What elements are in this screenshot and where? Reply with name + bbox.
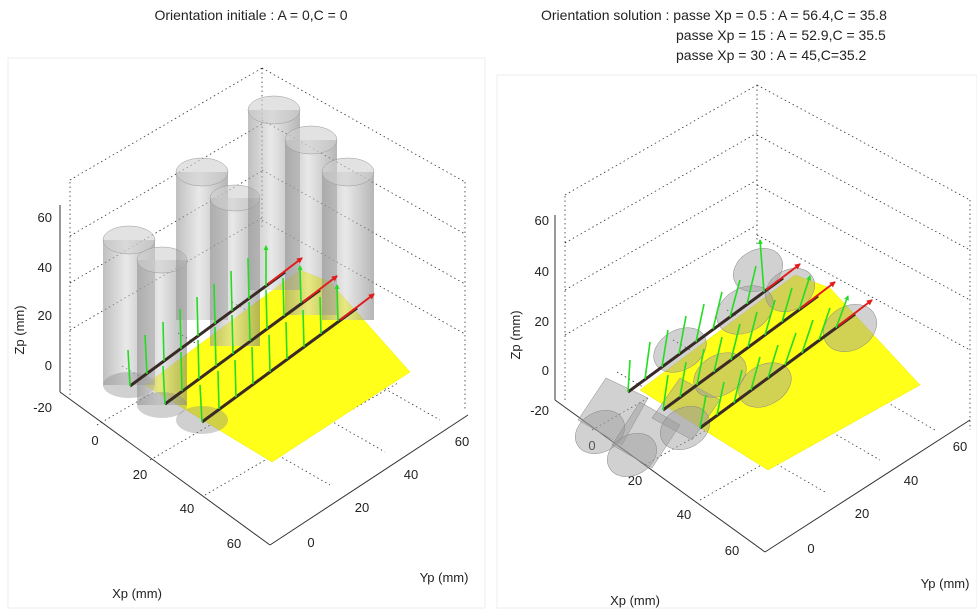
panel-1-axes (59, 205, 469, 546)
z-tick-label: 20 (535, 314, 549, 329)
y-tick-label: 40 (404, 467, 418, 482)
tool-cylinder (136, 246, 188, 405)
y-tick-label: 40 (904, 473, 918, 488)
y-tick-label: 20 (355, 500, 369, 515)
panel-1-toolpaths (127, 246, 375, 424)
x-tick-label: 0 (588, 438, 595, 453)
y-tick-label: 0 (807, 541, 814, 556)
panel-2-z-ticks: 60 40 20 0 -20 (530, 213, 549, 418)
tool-cylinder (575, 377, 649, 454)
y-tick-label: 60 (953, 439, 967, 454)
x-tick-label: 60 (725, 543, 739, 558)
z-tick-label: 40 (38, 260, 52, 275)
panel-2-toolpaths (627, 240, 873, 430)
panel-2-axes (554, 215, 971, 553)
z-tick-label: 60 (535, 213, 549, 228)
z-tick-label: 20 (38, 308, 52, 323)
x-tick-label: 20 (628, 473, 642, 488)
z-tick-label: 0 (542, 363, 549, 378)
toolpath-pass (162, 266, 338, 406)
z-tick-label: 60 (38, 210, 52, 225)
panel-1-z-ticks: 60 40 20 0 -20 (33, 210, 52, 415)
panel-1-x-ticks: 0 20 40 60 (91, 433, 241, 551)
z-tick-label: -20 (530, 403, 549, 418)
panel-2-x-ticks: 0 20 40 60 (588, 438, 739, 558)
panel-1-title: Orientation initiale : A = 0,C = 0 (154, 7, 347, 23)
panel-2-title-line-3: passe Xp = 30 : A = 45,C=35.2 (676, 47, 867, 63)
x-tick-label: 40 (677, 507, 691, 522)
panel-2-zlabel: Zp (mm) (508, 310, 523, 359)
toolpath-pass (699, 296, 873, 430)
tool-cylinder (651, 377, 721, 450)
z-tick-label: 0 (45, 358, 52, 373)
panel-2-xlabel: Xp (mm) (610, 593, 660, 608)
panel-2-chart: Orientation solution : passe Xp = 0.5 : … (508, 7, 971, 608)
y-tick-label: 20 (855, 506, 869, 521)
y-tick-label: 60 (455, 434, 469, 449)
panel-2-y-ticks: 60 40 20 0 (807, 439, 967, 556)
z-tick-label: 40 (535, 264, 549, 279)
x-tick-label: 20 (133, 467, 147, 482)
panel-1-chart: Orientation initiale : A = 0,C = 0 60 40… (12, 7, 469, 601)
toolpath-pass (627, 240, 801, 394)
toolpath-pass (199, 285, 375, 424)
panel-1-tools (102, 95, 375, 434)
y-tick-label: 0 (307, 535, 314, 550)
panel-2-title-line-1: Orientation solution : passe Xp = 0.5 : … (541, 7, 887, 23)
tool-cylinder (607, 401, 681, 477)
x-tick-label: 40 (180, 501, 194, 516)
panel-1-grid (69, 67, 466, 496)
panel-1-y-ticks: 60 40 20 0 (307, 434, 469, 550)
panel-1-ylabel: Yp (mm) (420, 570, 469, 585)
x-tick-label: 60 (227, 536, 241, 551)
tool-cylinder (823, 304, 877, 352)
panel-1-zlabel: Zp (mm) (12, 305, 27, 354)
toolpath-pass (662, 276, 836, 412)
tool-cylinder (321, 157, 375, 320)
x-tick-label: 0 (91, 433, 98, 448)
z-tick-label: -20 (33, 400, 52, 415)
panel-2-ylabel: Yp (mm) (921, 576, 970, 591)
panel-1-xlabel: Xp (mm) (112, 586, 162, 601)
tool-cylinder (693, 352, 747, 398)
panel-2-tools (575, 248, 877, 477)
panel-2-title-line-2: passe Xp = 15 : A = 52.9,C = 35.5 (676, 27, 886, 43)
